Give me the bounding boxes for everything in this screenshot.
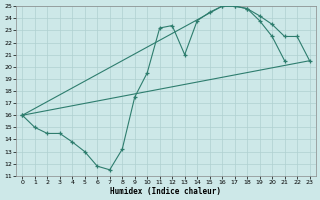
- X-axis label: Humidex (Indice chaleur): Humidex (Indice chaleur): [110, 187, 221, 196]
